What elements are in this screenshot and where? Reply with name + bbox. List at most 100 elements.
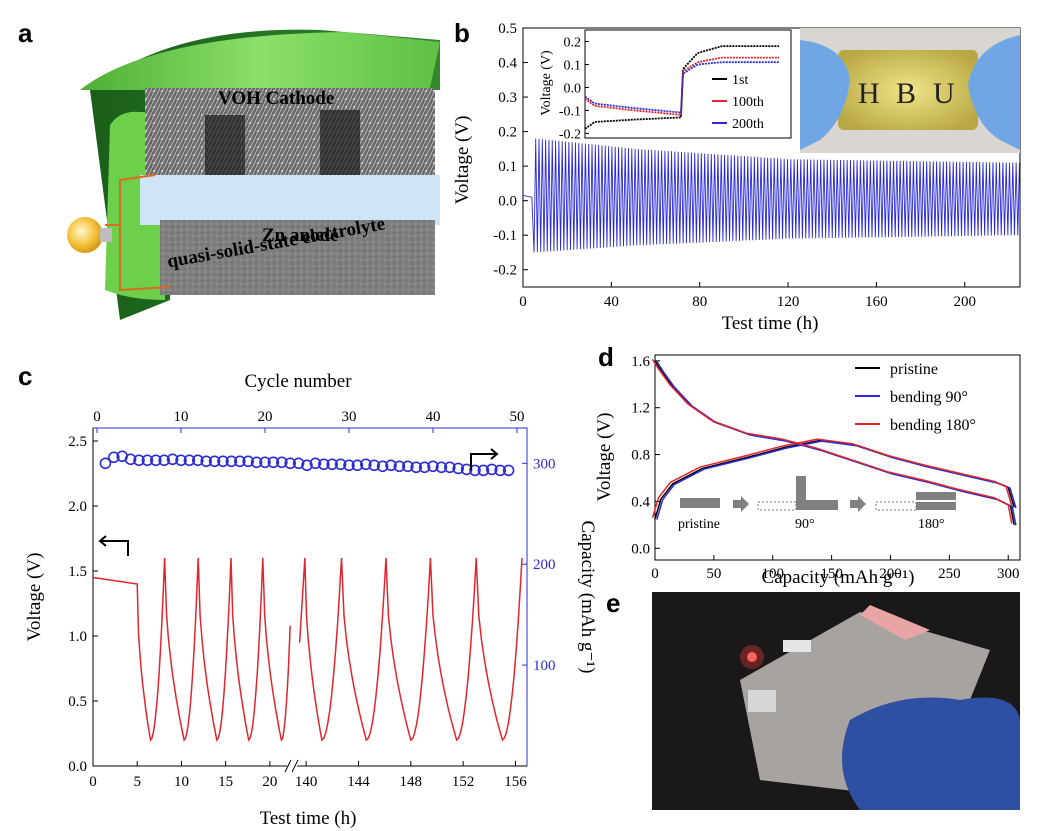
panel-d-letter: d xyxy=(598,342,614,372)
arrow-right-icon xyxy=(470,448,499,470)
inset-line-1st xyxy=(584,45,779,130)
d-discharge-line-2 xyxy=(651,359,1013,524)
b-xtick-label: 200 xyxy=(954,294,977,310)
arrow-left-icon xyxy=(98,535,129,556)
inset-legend: 1st 100th 200th xyxy=(712,73,764,132)
plot-frame xyxy=(522,27,1021,288)
inset-ytick-label: 0.0 xyxy=(564,81,582,96)
electrolyte-layer xyxy=(140,175,440,225)
photo-tab xyxy=(748,690,776,712)
arrow-right-icon xyxy=(850,496,866,512)
c-capacity-point xyxy=(259,456,271,469)
c-capacity-point xyxy=(393,460,406,473)
c-capacity-point xyxy=(192,454,204,467)
c-capacity-point xyxy=(427,460,439,473)
d-xtick-label: 0 xyxy=(651,566,659,582)
c-y2label: Capacity (mAh g⁻¹) xyxy=(577,521,598,674)
b-voltage-line xyxy=(522,138,1020,253)
c-capacity-point xyxy=(124,453,137,466)
c-capacity-point xyxy=(334,458,347,471)
c-capacity-point xyxy=(376,460,389,473)
c-x2tick-label: 50 xyxy=(510,409,525,425)
d-xtick-label: 200 xyxy=(879,566,902,582)
b-ytick-label: 0.0 xyxy=(498,194,517,210)
cathode-gap xyxy=(320,110,360,180)
c-capacity-point xyxy=(242,455,254,468)
b-ytick-label: 0.4 xyxy=(498,56,517,72)
b-series-blue xyxy=(522,138,1020,253)
inset-label-180: 180° xyxy=(918,517,945,532)
axis-break-icon xyxy=(284,759,299,773)
photo-tab xyxy=(783,640,811,652)
panel-e-letter: e xyxy=(606,588,620,618)
c-capacity-point xyxy=(351,459,364,472)
c-capacity-point xyxy=(175,454,187,467)
c-capacity-point xyxy=(141,454,154,467)
c-capacity-point xyxy=(418,461,431,474)
lightbulb-icon xyxy=(67,217,103,253)
c-capacity-point xyxy=(166,453,179,466)
anode-layer xyxy=(160,220,435,295)
c-ytick-label: 2.5 xyxy=(68,434,87,450)
d-ytick-label: 1.2 xyxy=(631,401,650,417)
block-180-dashed xyxy=(875,501,917,511)
d-legend: pristine bending 90° bending 180° xyxy=(855,361,976,434)
b-xlabel: Test time (h) xyxy=(722,313,819,334)
c-x2tick-label: 40 xyxy=(426,409,441,425)
d-xtick-label: 300 xyxy=(997,566,1020,582)
c-xtick-label: 5 xyxy=(133,774,141,790)
photo-hbu: H B U xyxy=(800,28,1020,153)
c-capacity-point xyxy=(250,456,263,469)
c-capacity-point xyxy=(301,459,313,472)
panel-a: a VOH Cathode quasi-solid-state electrol… xyxy=(18,18,440,321)
c-capacity-point xyxy=(485,463,498,476)
panel-a-letter: a xyxy=(18,18,33,48)
c-y2tick-label: 100 xyxy=(533,658,556,674)
legend-label-100th: 100th xyxy=(732,95,764,110)
c-capacity-point xyxy=(108,451,120,464)
inset-ytick-label: 0.1 xyxy=(564,58,582,73)
battery-top-cover xyxy=(80,32,440,90)
b-ytick-label: -0.2 xyxy=(493,263,517,279)
b-ylabel: Voltage (V) xyxy=(452,116,473,205)
c-capacity-point xyxy=(133,454,145,467)
c-xtick-label: 15 xyxy=(218,774,233,790)
legend-label-pristine: pristine xyxy=(890,361,938,378)
inset-label-pristine: pristine xyxy=(678,517,720,532)
c-capacity-point xyxy=(208,455,221,468)
c-capacity-point xyxy=(452,462,465,475)
inset-ytick-label: -0.1 xyxy=(559,104,581,119)
b-inset: -0.2 -0.1 0.0 0.1 0.2 xyxy=(559,35,779,142)
c-xtick-label: 20 xyxy=(262,774,277,790)
legend-label-200th: 200th xyxy=(732,117,764,132)
photo-battery xyxy=(838,50,978,130)
c-y2tick-label: 200 xyxy=(533,557,556,573)
panel-b-letter: b xyxy=(454,18,470,48)
photo-letter-u: U xyxy=(933,77,955,110)
c-capacity-point xyxy=(326,458,339,471)
b-xtick-label: 160 xyxy=(865,294,888,310)
c-capacity-point xyxy=(225,455,238,468)
c-xtick-label: 140 xyxy=(295,774,318,790)
c-xtick-label: 148 xyxy=(400,774,423,790)
circuit-wire xyxy=(105,174,171,292)
cathode-gap xyxy=(205,115,245,180)
c-ylabel: Voltage (V) xyxy=(24,553,45,642)
photo-pouch-pink xyxy=(860,605,930,640)
c-xtick-label: 156 xyxy=(504,774,527,790)
block-pristine xyxy=(680,498,720,508)
c-capacity-point xyxy=(275,456,288,469)
b-xtick-label: 40 xyxy=(604,294,619,310)
inset-line-200th xyxy=(584,61,779,114)
panel-d: d 0 50 100 150 200 250 300 0.0 0.4 0.8 1.2 1.6 Capa… xyxy=(594,342,1021,588)
d-ytick-label: 1.6 xyxy=(631,354,650,370)
led-icon xyxy=(747,652,757,662)
legend-label-1st: 1st xyxy=(732,73,748,88)
block-180-top xyxy=(916,492,956,500)
inset-ytick-label: -0.2 xyxy=(559,127,581,142)
c-capacity-point xyxy=(435,461,448,474)
d-charge-line-2 xyxy=(651,438,1013,518)
c-voltage-series xyxy=(92,557,523,742)
b-ytick-label: 0.5 xyxy=(498,21,517,37)
